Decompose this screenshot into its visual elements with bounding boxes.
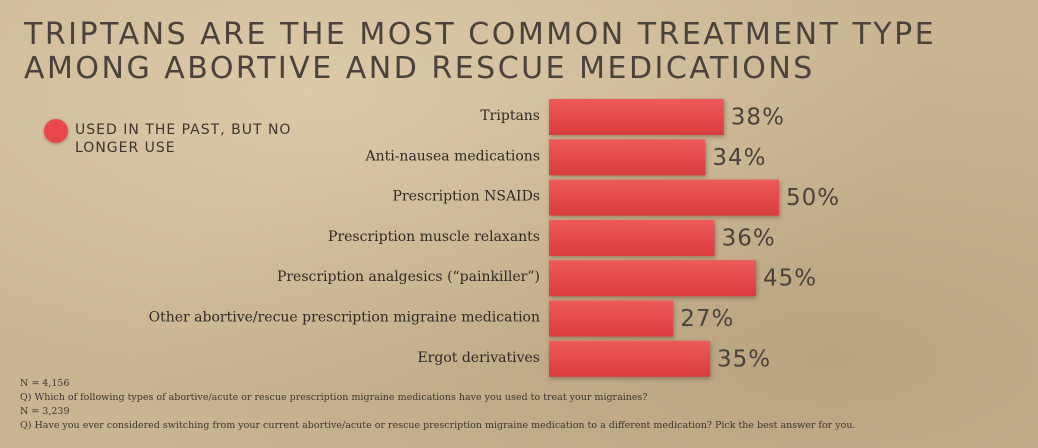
value-label: 35%: [717, 346, 771, 372]
value-label: 34%: [712, 145, 766, 171]
category-label: Prescription NSAIDs: [393, 189, 540, 205]
bar-row: Ergot derivatives 35%: [417, 340, 771, 377]
footnotes: N = 4,156 Q) Which of following types of…: [20, 377, 855, 433]
category-label: Anti-nausea medications: [364, 148, 540, 164]
footnote-n1: N = 4,156: [20, 378, 70, 389]
footnote-n2: N = 3,239: [20, 406, 70, 417]
category-label: Ergot derivatives: [417, 350, 540, 366]
category-label: Prescription muscle relaxants: [328, 229, 540, 245]
bar: [549, 99, 724, 135]
title-line-1: TRIPTANS ARE THE MOST COMMON TREATMENT T…: [24, 17, 937, 52]
value-label: 36%: [722, 225, 776, 251]
bar: [549, 260, 756, 297]
category-label: Prescription analgesics (“painkiller”): [277, 269, 540, 285]
bars-layer: Triptans 38% Anti-nausea medications 34% Pre…: [149, 99, 840, 377]
bar-row: Prescription analgesics (“painkiller”) 45…: [277, 260, 817, 297]
bar: [549, 300, 674, 337]
bar: [549, 139, 706, 176]
title-line-2: AMONG ABORTIVE AND RESCUE MEDICATIONS: [24, 51, 815, 86]
category-label: Other abortive/recue prescription migrai…: [149, 310, 540, 326]
chart-title: TRIPTANS ARE THE MOST COMMON TREATMENT T…: [24, 18, 1014, 86]
bar-row: Anti-nausea medications 34%: [364, 139, 766, 176]
bar: [549, 179, 779, 216]
bar-row: Other abortive/recue prescription migrai…: [149, 300, 734, 337]
bar-row: Prescription NSAIDs 50%: [393, 179, 840, 216]
legend-label: USED IN THE PAST, BUT NO LONGER USE: [75, 122, 292, 156]
footnote-q1: Q) Which of following types of abortive/…: [20, 392, 648, 403]
value-label: 27%: [680, 306, 734, 332]
category-label: Triptans: [480, 108, 540, 124]
bar: [549, 219, 715, 256]
bar: [549, 340, 710, 377]
value-label: 50%: [786, 185, 840, 211]
bar-row: Prescription muscle relaxants 36%: [328, 219, 776, 256]
value-label: 38%: [731, 105, 785, 131]
legend-swatch: [44, 119, 68, 143]
footnote-q2: Q) Have you ever considered switching fr…: [20, 420, 856, 431]
bar-row: Triptans 38%: [480, 99, 785, 135]
value-label: 45%: [763, 266, 817, 292]
